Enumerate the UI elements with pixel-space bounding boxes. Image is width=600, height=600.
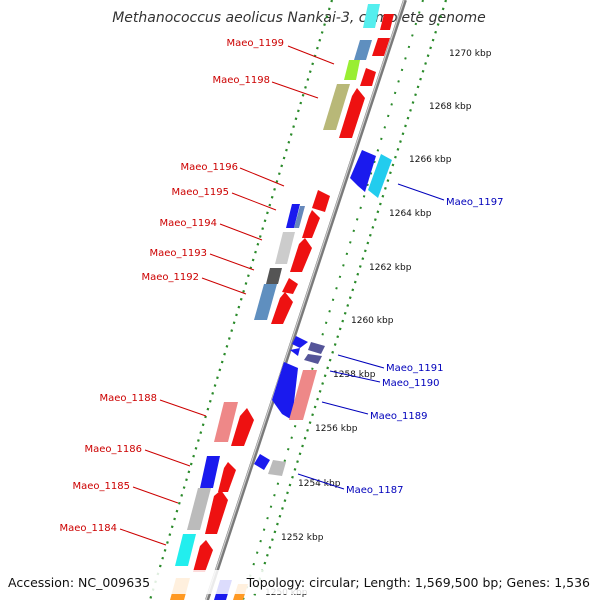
- gene-block: [372, 38, 390, 56]
- gene-block: [344, 60, 360, 80]
- tick-label-1254: 1254 kbp: [298, 479, 341, 489]
- tick-label-1258: 1258 kbp: [333, 370, 376, 380]
- accession-text: Accession: NC_009635: [8, 575, 150, 590]
- tick-label-1268: 1268 kbp: [429, 102, 472, 112]
- tick-label-1262: 1262 kbp: [369, 263, 412, 273]
- reverse-gene-labels: Maeo_1197 Maeo_1191 Maeo_1190 Maeo_1189 …: [297, 183, 503, 496]
- inner-dotted-ring: [148, 0, 334, 600]
- gene-label: Maeo_1191: [386, 363, 443, 374]
- genome-backbone: [205, 0, 407, 600]
- tick-label-1264: 1264 kbp: [389, 209, 432, 219]
- gene-label: Maeo_1187: [346, 485, 403, 496]
- tick-ring: [242, 0, 424, 600]
- tick-label-1252: 1252 kbp: [281, 533, 324, 543]
- gene-label: Maeo_1194: [160, 218, 217, 229]
- gene-block: [268, 460, 286, 476]
- gene-label: Maeo_1195: [172, 187, 229, 198]
- gene-block: [368, 154, 392, 198]
- gene-block: [272, 362, 298, 420]
- gene-label: Maeo_1189: [370, 411, 427, 422]
- tick-label-1256: 1256 kbp: [315, 424, 358, 434]
- gene-block: [350, 150, 376, 192]
- gene-block: [205, 490, 228, 534]
- gene-block: [214, 402, 238, 442]
- gene-label: Maeo_1192: [142, 272, 199, 283]
- reverse-strand-genes: [254, 150, 392, 476]
- forward-gene-labels: Maeo_1199 Maeo_1198 Maeo_1196 Maeo_1195 …: [60, 38, 335, 546]
- gene-block: [200, 456, 220, 488]
- gene-block: [312, 190, 330, 212]
- gene-label: Maeo_1185: [73, 481, 130, 492]
- gene-block: [292, 336, 308, 348]
- gene-block: [218, 462, 236, 492]
- gene-block: [380, 14, 394, 30]
- gene-label: Maeo_1190: [382, 378, 439, 389]
- gene-block: [339, 88, 365, 138]
- gene-label: Maeo_1186: [85, 444, 142, 455]
- gene-label: Maeo_1198: [213, 75, 270, 86]
- gene-label: Maeo_1184: [60, 523, 117, 534]
- gene-block: [286, 204, 300, 228]
- gene-block: [275, 232, 295, 264]
- gene-block: [231, 408, 254, 446]
- gene-block: [254, 284, 277, 320]
- gene-label: Maeo_1188: [100, 393, 157, 404]
- gene-label: Maeo_1196: [181, 162, 238, 173]
- gene-block: [175, 534, 196, 566]
- tick-label-1260: 1260 kbp: [351, 316, 394, 326]
- gene-block: [271, 292, 293, 324]
- gene-block: [289, 370, 317, 420]
- gene-block: [254, 454, 270, 470]
- gene-block: [266, 268, 282, 284]
- gene-block: [187, 488, 211, 530]
- gene-block: [308, 342, 325, 354]
- gene-block: [282, 278, 298, 294]
- gene-block: [354, 40, 372, 60]
- topology-text: Topology: circular; Length: 1,569,500 bp…: [246, 575, 590, 590]
- gene-block: [294, 206, 305, 228]
- gene-label: Maeo_1193: [150, 248, 207, 259]
- gene-label: Maeo_1197: [446, 197, 503, 208]
- gene-block: [323, 84, 350, 130]
- forward-strand-genes: [170, 4, 394, 600]
- tick-label-1266: 1266 kbp: [409, 155, 452, 165]
- gene-block: [302, 210, 320, 238]
- gene-block: [360, 68, 376, 86]
- gene-block: [290, 348, 300, 356]
- gene-block: [363, 4, 380, 28]
- gene-block: [304, 354, 322, 364]
- gene-block: [290, 238, 312, 272]
- gene-block: [193, 540, 213, 572]
- footer-backdrop: [0, 570, 600, 594]
- tick-label-1270: 1270 kbp: [449, 49, 492, 59]
- outer-dotted-ring: [251, 0, 448, 600]
- map-title: Methanococcus aeolicus Nankai-3, complet…: [112, 10, 486, 26]
- gene-label: Maeo_1199: [227, 38, 284, 49]
